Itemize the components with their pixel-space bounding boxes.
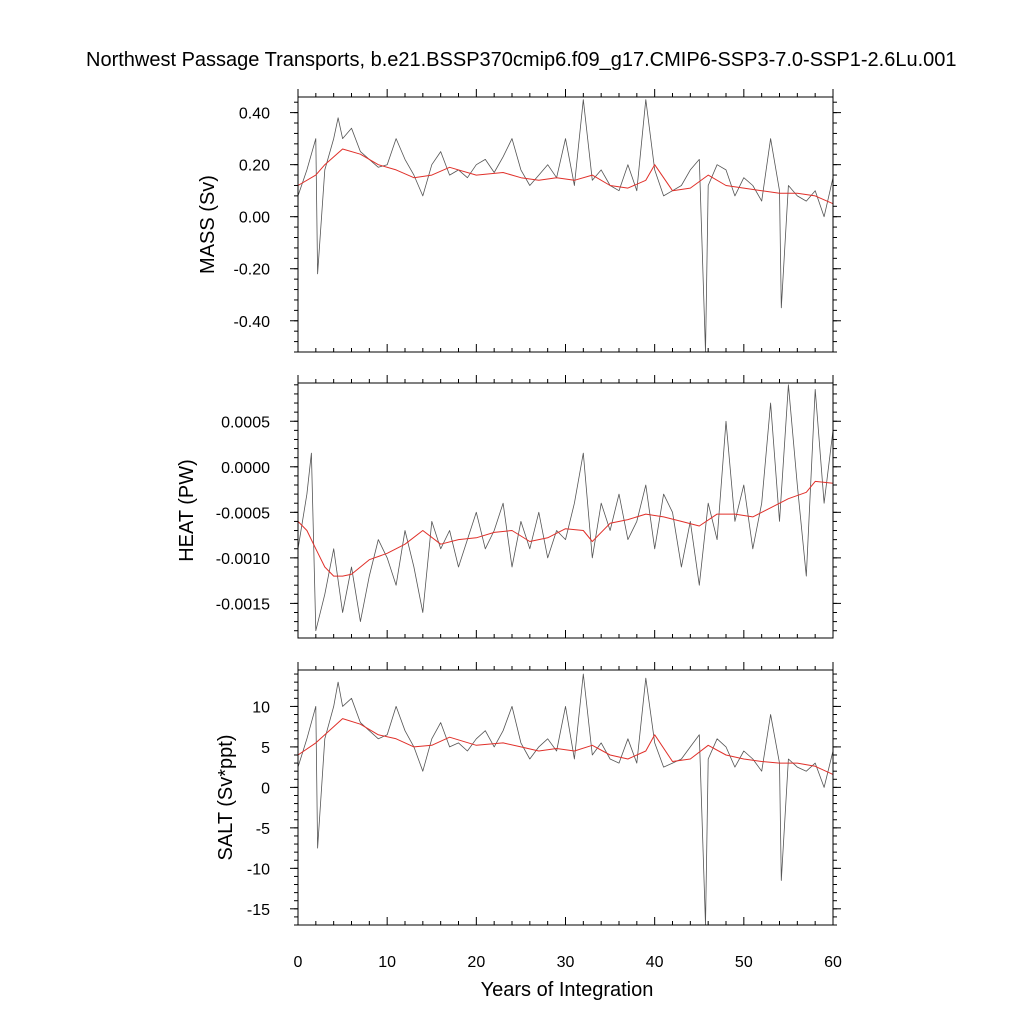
x-tick-label: 10 [378, 954, 396, 971]
mass-y-tick-label: -0.40 [234, 314, 271, 331]
salt-raw-series-line [297, 673, 834, 926]
heat-y-tick-label: -0.0010 [216, 551, 270, 568]
heat-y-tick-label: -0.0005 [216, 505, 270, 522]
mass-y-tick-label: 0.20 [239, 158, 270, 175]
mass-y-tick-label: 0.40 [239, 106, 270, 123]
chart-title: Northwest Passage Transports, b.e21.BSSP… [86, 49, 957, 71]
x-tick-label: 20 [467, 954, 485, 971]
x-tick-label: 30 [557, 954, 575, 971]
mass-plot-frame [297, 96, 834, 353]
salt-y-tick-label: -15 [247, 902, 270, 919]
x-tick-label: 50 [735, 954, 753, 971]
x-tick-label: 40 [646, 954, 664, 971]
salt-y-tick-label: 10 [252, 699, 270, 716]
salt-y-tick-label: -10 [247, 861, 270, 878]
salt-panel: 0 10 20 30 40 50 60 -15 -10 -5 0 5 10 SALT (Sv*ppt) [215, 662, 842, 971]
salt-y-tick-label: 5 [261, 740, 270, 757]
mass-y-tick-label: -0.20 [234, 262, 271, 279]
heat-smoothed-series-line [297, 480, 834, 577]
x-tick-label: 60 [824, 954, 842, 971]
mass-y-axis-label: MASS (Sv) [197, 175, 219, 274]
mass-raw-series-line [297, 99, 834, 353]
x-tick-label: 0 [294, 954, 303, 971]
heat-panel: -0.0015 -0.0010 -0.0005 0.0000 0.0005 HEAT (P… [176, 375, 841, 639]
salt-smoothed-series-line [297, 718, 834, 775]
heat-y-tick-label: 0.0005 [221, 414, 270, 431]
heat-raw-series-line [297, 384, 834, 632]
mass-smoothed-series-line [297, 148, 834, 205]
salt-y-axis-label: SALT (Sv*ppt) [215, 735, 237, 861]
mass-y-tick-label: 0.00 [239, 210, 270, 227]
heat-y-axis-label: HEAT (PW) [176, 459, 198, 562]
mass-panel: -0.40 -0.20 0.00 0.20 0.40 MASS (Sv) [197, 89, 841, 353]
x-axis-label: Years of Integration [481, 979, 654, 1001]
salt-y-tick-label: 0 [261, 780, 270, 797]
heat-y-tick-label: -0.0015 [216, 596, 270, 613]
salt-y-tick-label: -5 [256, 821, 270, 838]
heat-y-tick-label: 0.0000 [221, 460, 270, 477]
heat-plot-frame [297, 382, 834, 639]
